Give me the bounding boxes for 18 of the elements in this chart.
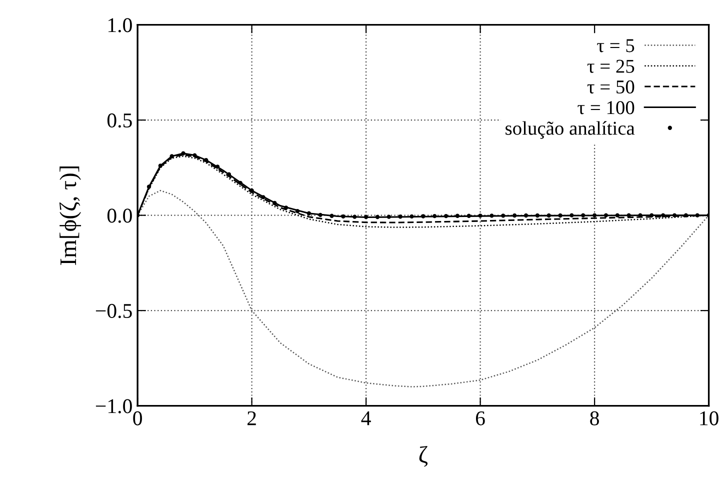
x-tick-label: 6 [476,411,485,426]
y-axis-title: Im[ϕ(ζ, τ)] [59,166,82,266]
y-tick-label: −1.0 [96,399,132,414]
y-tick-label: 0.0 [107,208,132,223]
y-tick-label: 0.5 [107,113,132,128]
x-tick-label: 0 [133,411,142,426]
x-tick-label: 10 [700,411,718,426]
x-tick-label: 4 [361,411,371,426]
y-tick-label: −0.5 [96,304,132,318]
legend-label: τ = 5 [597,39,634,52]
legend-label: solução analítica [506,121,635,139]
legend-label: τ = 25 [587,60,634,73]
y-tick-label: 1.0 [108,18,132,32]
x-axis-title: ζ [419,446,428,467]
x-tick-label: 8 [590,411,599,426]
x-tick-label: 2 [248,411,256,426]
legend-label: τ = 100 [578,101,634,114]
legend-label: τ = 50 [587,80,634,94]
